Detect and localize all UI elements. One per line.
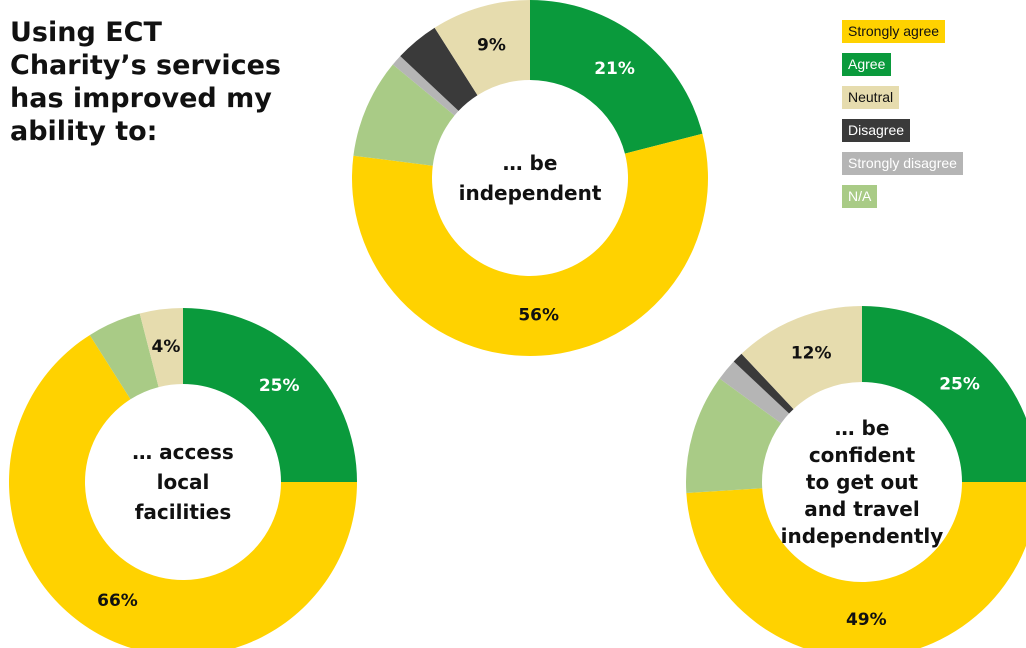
- donut-slice-strongly-agree: [351, 133, 708, 357]
- slice-label: 66%: [97, 591, 138, 611]
- donut-slice-agree: [530, 0, 703, 154]
- donut-slice-strongly-disagree: [719, 361, 790, 424]
- legend-label: Strongly agree: [842, 20, 946, 43]
- donut-center-label: … be: [503, 151, 558, 175]
- title-line: Using ECT: [10, 17, 162, 48]
- donut-center-label: independently: [781, 524, 944, 548]
- slice-label: 4%: [152, 337, 181, 357]
- slice-label: 49%: [846, 610, 887, 630]
- donut-slice-neutral: [139, 308, 183, 388]
- legend-item-neutral: Neutral: [842, 86, 963, 109]
- slice-label: 25%: [259, 376, 300, 396]
- donut-slice-na: [89, 313, 159, 400]
- donut-center-label: independent: [459, 181, 602, 205]
- donut-slice-neutral: [434, 0, 530, 96]
- legend: Strongly agree Agree Neutral Disagree St…: [842, 20, 963, 218]
- legend-label: Disagree: [842, 119, 911, 142]
- donut-slice-strongly-agree: [686, 482, 1026, 648]
- chart-title: Using ECT Charity’s services has improve…: [10, 16, 310, 148]
- donut-chart: 25% 66% 4% … access local facilities: [9, 308, 357, 648]
- slice-label: 25%: [939, 374, 980, 394]
- legend-label: Neutral: [842, 86, 900, 109]
- donut-slice-strongly-disagree: [392, 56, 459, 116]
- legend-item-disagree: Disagree: [842, 119, 963, 142]
- donut-slice-na: [686, 378, 782, 494]
- donut-center-label: … be: [835, 416, 890, 440]
- donut-slice-na: [353, 64, 455, 166]
- legend-item-na: N/A: [842, 185, 963, 208]
- legend-item-agree: Agree: [842, 53, 963, 76]
- donut-chart: 21% 56% 9% … be independent: [351, 0, 708, 357]
- donut-slice-agree: [183, 308, 357, 482]
- title-line: ability to:: [10, 116, 158, 147]
- donut-slice-strongly-agree: [9, 335, 357, 648]
- donut-slice-disagree: [733, 353, 794, 414]
- legend-label: N/A: [842, 185, 878, 208]
- slice-label: 21%: [594, 59, 635, 79]
- slice-label: 9%: [477, 35, 506, 55]
- donut-center-label: … access: [132, 440, 234, 464]
- donut-chart: 25% 49% 12% … be confident to get out and trav…: [686, 306, 1026, 648]
- slice-label: 56%: [518, 306, 559, 326]
- donut-slice-disagree: [400, 27, 478, 111]
- donut-center-label: and travel: [804, 497, 919, 521]
- legend-item-strongly-disagree: Strongly disagree: [842, 152, 963, 175]
- donut-slice-neutral: [741, 306, 862, 410]
- donut-center-label: local: [157, 470, 210, 494]
- donut-center-label: confident: [809, 443, 916, 467]
- title-line: has improved my: [10, 83, 272, 114]
- slice-label: 12%: [791, 344, 832, 364]
- title-line: Charity’s services: [10, 50, 282, 81]
- donut-center-label: facilities: [135, 500, 232, 524]
- legend-label: Strongly disagree: [842, 152, 963, 175]
- donut-center-label: to get out: [806, 470, 919, 494]
- legend-item-strongly-agree: Strongly agree: [842, 20, 963, 43]
- legend-label: Agree: [842, 53, 892, 76]
- donut-slice-agree: [862, 306, 1026, 482]
